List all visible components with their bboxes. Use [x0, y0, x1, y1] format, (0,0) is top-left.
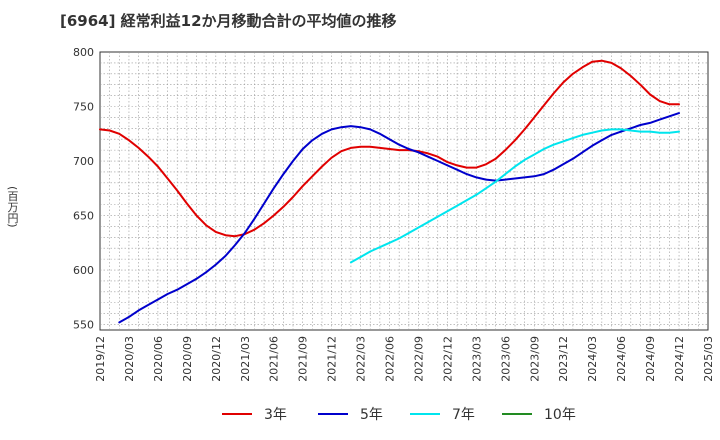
y-tick-label: 800: [73, 46, 94, 59]
y-tick-label: 700: [73, 155, 94, 168]
legend-label: 10年: [544, 407, 576, 423]
legend-label: 3年: [264, 407, 287, 423]
x-tick-label: 2023/03: [470, 336, 483, 382]
x-tick-label: 2024/09: [644, 336, 657, 382]
x-tick-label: 2020/06: [152, 336, 165, 382]
x-tick-label: 2024/03: [586, 336, 599, 382]
legend-label: 5年: [360, 407, 383, 423]
plot-area: [99, 51, 709, 331]
x-tick-label: 2023/12: [557, 336, 570, 382]
x-tick-label: 2020/03: [123, 336, 136, 382]
y-tick-label: 650: [73, 210, 94, 223]
x-tick-label: 2020/09: [181, 336, 194, 382]
chart-title: [6964] 経常利益12か月移動合計の平均値の推移: [60, 12, 397, 30]
series-line: [99, 59, 680, 238]
x-tick-label: 2021/12: [326, 336, 339, 382]
x-tick-label: 2023/06: [499, 336, 512, 382]
legend-label: 7年: [452, 407, 475, 423]
x-tick-label: 2022/12: [441, 336, 454, 382]
x-tick-label: 2022/09: [412, 336, 425, 382]
x-tick-label: 2020/12: [210, 336, 223, 382]
x-tick-label: 2019/12: [94, 336, 107, 382]
y-tick-label: 600: [73, 264, 94, 277]
x-tick-label: 2023/09: [528, 336, 541, 382]
x-tick-label: 2022/03: [355, 336, 368, 382]
x-tick-label: 2025/03: [702, 336, 715, 382]
series-line: [349, 128, 680, 264]
y-tick-label: 750: [73, 101, 94, 114]
x-tick-label: 2021/06: [268, 336, 281, 382]
x-tick-label: 2024/06: [615, 336, 628, 382]
x-tick-label: 2021/03: [239, 336, 252, 382]
x-tick-label: 2022/06: [384, 336, 397, 382]
series-line: [118, 112, 680, 324]
x-tick-label: 2024/12: [673, 336, 686, 382]
y-tick-label: 550: [73, 319, 94, 332]
y-axis-label: (百万円): [6, 186, 19, 228]
x-tick-label: 2021/09: [297, 336, 310, 382]
